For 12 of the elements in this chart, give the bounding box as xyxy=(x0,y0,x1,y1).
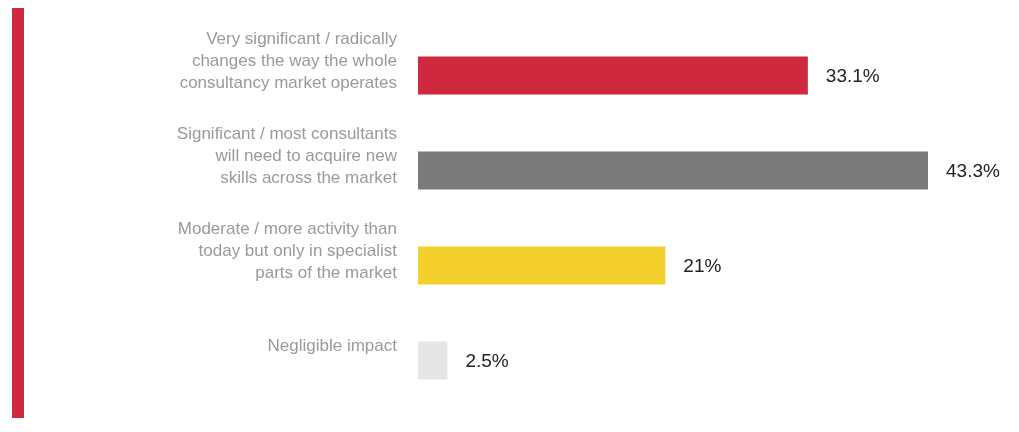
y-tick-label: Moderate / more activity than today but only in specialist parts of the market xyxy=(177,218,398,282)
data-label: 21% xyxy=(683,255,722,277)
data-label: 43.3% xyxy=(946,160,1000,182)
data-label: 33.1% xyxy=(825,65,880,87)
bar xyxy=(418,246,666,285)
y-tick-label: Very significant / radically changes the way the whole consultancy market operates xyxy=(179,28,398,92)
y-tick-label: Negligible impact xyxy=(267,335,398,355)
data-label: 2.5% xyxy=(465,350,509,372)
bar xyxy=(418,56,808,95)
bar xyxy=(418,341,448,380)
y-tick-label: Significant / most consultants will need to acquire new skills across the market xyxy=(176,123,398,187)
bar xyxy=(418,151,928,190)
